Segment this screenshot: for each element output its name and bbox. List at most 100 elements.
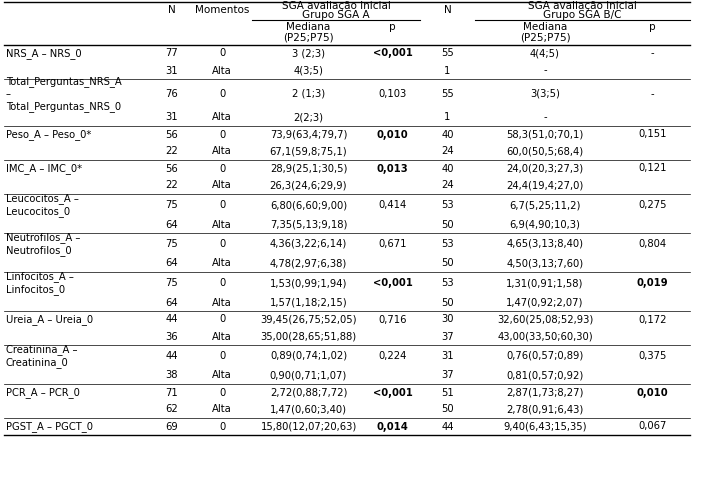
Text: 0,804: 0,804 — [638, 239, 666, 249]
Text: 0: 0 — [219, 422, 225, 431]
Text: 1,31(0,91;1,58): 1,31(0,91;1,58) — [506, 278, 583, 288]
Text: 0,013: 0,013 — [377, 164, 408, 173]
Text: PCR_A – PCR_0: PCR_A – PCR_0 — [6, 387, 80, 398]
Text: 0,151: 0,151 — [638, 129, 667, 140]
Text: 22: 22 — [166, 181, 178, 190]
Text: 2(2;3): 2(2;3) — [293, 113, 323, 123]
Text: 0,010: 0,010 — [636, 387, 669, 398]
Text: 50: 50 — [441, 219, 454, 229]
Text: Grupo SGA A: Grupo SGA A — [302, 10, 370, 20]
Text: 31: 31 — [166, 66, 178, 75]
Text: 37: 37 — [441, 331, 454, 341]
Text: 75: 75 — [166, 239, 178, 249]
Text: -: - — [543, 66, 547, 75]
Text: 32,60(25,08;52,93): 32,60(25,08;52,93) — [497, 314, 593, 325]
Text: NRS_A – NRS_0: NRS_A – NRS_0 — [6, 48, 82, 59]
Text: Alta: Alta — [212, 298, 232, 308]
Text: 0,019: 0,019 — [636, 278, 669, 288]
Text: IMC_A – IMC_0*: IMC_A – IMC_0* — [6, 163, 82, 174]
Text: 0,172: 0,172 — [638, 314, 667, 325]
Text: SGA avaliação Inicial: SGA avaliação Inicial — [282, 1, 390, 11]
Text: 44: 44 — [166, 314, 178, 325]
Text: 4,36(3,22;6,14): 4,36(3,22;6,14) — [270, 239, 347, 249]
Text: 38: 38 — [166, 370, 178, 381]
Text: 67,1(59,8;75,1): 67,1(59,8;75,1) — [270, 146, 347, 156]
Text: Peso_A – Peso_0*: Peso_A – Peso_0* — [6, 129, 92, 140]
Text: 0,121: 0,121 — [638, 164, 667, 173]
Text: 0,716: 0,716 — [378, 314, 407, 325]
Text: 40: 40 — [441, 129, 454, 140]
Text: -: - — [651, 48, 654, 58]
Text: 50: 50 — [441, 404, 454, 414]
Text: 3(3;5): 3(3;5) — [530, 89, 560, 99]
Text: 0,010: 0,010 — [377, 129, 408, 140]
Text: 0: 0 — [219, 351, 225, 361]
Text: 22: 22 — [166, 146, 178, 156]
Text: 0,375: 0,375 — [638, 351, 666, 361]
Text: 40: 40 — [441, 164, 454, 173]
Text: 0,414: 0,414 — [378, 200, 407, 210]
Text: 1: 1 — [444, 113, 450, 123]
Text: 2,72(0,88;7,72): 2,72(0,88;7,72) — [270, 387, 347, 398]
Text: 0: 0 — [219, 200, 225, 210]
Text: 0: 0 — [219, 387, 225, 398]
Text: 0: 0 — [219, 48, 225, 58]
Text: 0: 0 — [219, 89, 225, 99]
Text: Alta: Alta — [212, 404, 232, 414]
Text: 37: 37 — [441, 370, 454, 381]
Text: 64: 64 — [166, 258, 178, 269]
Text: 4,50(3,13;7,60): 4,50(3,13;7,60) — [506, 258, 583, 269]
Text: 43,00(33,50;60,30): 43,00(33,50;60,30) — [497, 331, 593, 341]
Text: Leucocitos_A –
Leucocitos_0: Leucocitos_A – Leucocitos_0 — [6, 193, 79, 217]
Text: 44: 44 — [441, 422, 454, 431]
Text: 7,35(5,13;9,18): 7,35(5,13;9,18) — [270, 219, 347, 229]
Text: 50: 50 — [441, 258, 454, 269]
Text: Alta: Alta — [212, 331, 232, 341]
Text: Mediana: Mediana — [523, 22, 567, 32]
Text: 73,9(63,4;79,7): 73,9(63,4;79,7) — [270, 129, 347, 140]
Text: 77: 77 — [166, 48, 178, 58]
Text: 31: 31 — [166, 113, 178, 123]
Text: 0: 0 — [219, 278, 225, 288]
Text: 9,40(6,43;15,35): 9,40(6,43;15,35) — [503, 422, 587, 431]
Text: 76: 76 — [166, 89, 178, 99]
Text: 24: 24 — [441, 146, 454, 156]
Text: 53: 53 — [441, 278, 454, 288]
Text: 28,9(25,1;30,5): 28,9(25,1;30,5) — [270, 164, 347, 173]
Text: 4,65(3,13;8,40): 4,65(3,13;8,40) — [506, 239, 583, 249]
Text: 24,4(19,4;27,0): 24,4(19,4;27,0) — [506, 181, 583, 190]
Text: 0,89(0,74;1,02): 0,89(0,74;1,02) — [270, 351, 347, 361]
Text: 0,224: 0,224 — [378, 351, 407, 361]
Text: Alta: Alta — [212, 113, 232, 123]
Text: Creatinina_A –
Creatinina_0: Creatinina_A – Creatinina_0 — [6, 344, 77, 368]
Text: 62: 62 — [166, 404, 178, 414]
Text: 60,0(50,5;68,4): 60,0(50,5;68,4) — [506, 146, 583, 156]
Text: Grupo SGA B/C: Grupo SGA B/C — [543, 10, 622, 20]
Text: 53: 53 — [441, 200, 454, 210]
Text: 55: 55 — [441, 89, 454, 99]
Text: 2,78(0,91;6,43): 2,78(0,91;6,43) — [506, 404, 583, 414]
Text: -: - — [651, 89, 654, 99]
Text: 64: 64 — [166, 298, 178, 308]
Text: 0,76(0,57;0,89): 0,76(0,57;0,89) — [506, 351, 583, 361]
Text: 4(3;5): 4(3;5) — [294, 66, 323, 75]
Text: 15,80(12,07;20,63): 15,80(12,07;20,63) — [260, 422, 357, 431]
Text: 56: 56 — [166, 129, 178, 140]
Text: Alta: Alta — [212, 370, 232, 381]
Text: Mediana: Mediana — [287, 22, 330, 32]
Text: 0: 0 — [219, 129, 225, 140]
Text: 24: 24 — [441, 181, 454, 190]
Text: 3 (2;3): 3 (2;3) — [292, 48, 325, 58]
Text: 56: 56 — [166, 164, 178, 173]
Text: N: N — [168, 5, 176, 15]
Text: 51: 51 — [441, 387, 454, 398]
Text: Alta: Alta — [212, 258, 232, 269]
Text: 4(4;5): 4(4;5) — [530, 48, 560, 58]
Text: 1,47(0,60;3,40): 1,47(0,60;3,40) — [270, 404, 347, 414]
Text: 2,87(1,73;8,27): 2,87(1,73;8,27) — [506, 387, 583, 398]
Text: 0,275: 0,275 — [638, 200, 667, 210]
Text: 71: 71 — [166, 387, 178, 398]
Text: Alta: Alta — [212, 219, 232, 229]
Text: 1: 1 — [444, 66, 450, 75]
Text: 0,103: 0,103 — [378, 89, 407, 99]
